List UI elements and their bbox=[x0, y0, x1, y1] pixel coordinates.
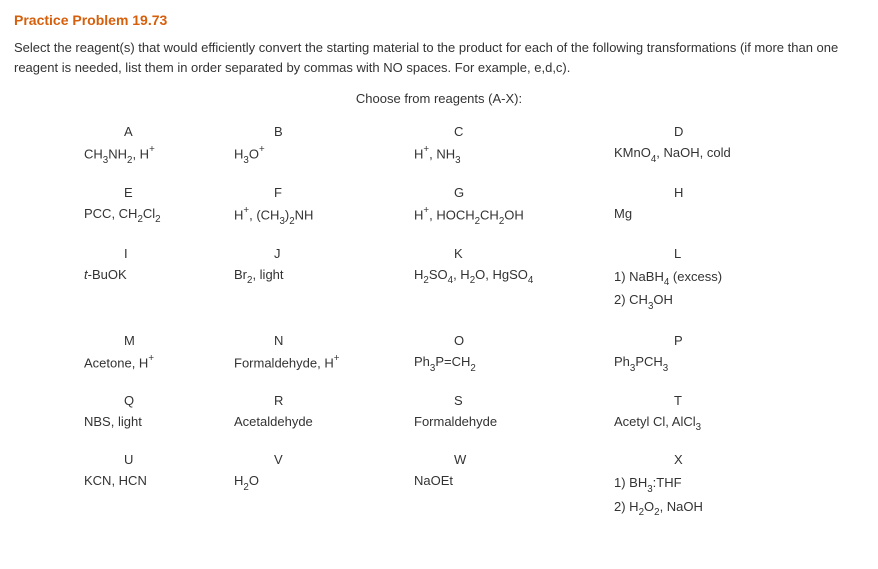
label-row: ABCD bbox=[84, 124, 834, 139]
instructions-text: Select the reagent(s) that would efficie… bbox=[14, 38, 864, 77]
reagent-value: Ph3PCH3 bbox=[614, 354, 814, 373]
reagent-value: PCC, CH2Cl2 bbox=[84, 206, 234, 226]
reagent-value: Ph3P=CH2 bbox=[414, 354, 614, 373]
reagent-value: H+, NH3 bbox=[414, 145, 614, 165]
value-row: NBS, lightAcetaldehydeFormaldehydeAcetyl… bbox=[84, 414, 834, 433]
reagent-value: H+, (CH3)2NH bbox=[234, 206, 414, 226]
reagent-label: V bbox=[234, 452, 414, 467]
reagent-label: D bbox=[614, 124, 814, 139]
reagent-value: Formaldehyde, H+ bbox=[234, 354, 414, 373]
reagent-table: ABCD CH3NH2, H+H3O+H+, NH3KMnO4, NaOH, co… bbox=[84, 124, 834, 520]
reagent-label: O bbox=[414, 333, 614, 348]
label-row: IJKL bbox=[84, 246, 834, 261]
reagent-value: H2SO4, H2O, HgSO4 bbox=[414, 267, 614, 313]
reagent-label: I bbox=[84, 246, 234, 261]
label-row: UVWX bbox=[84, 452, 834, 467]
reagent-label: T bbox=[614, 393, 814, 408]
reagent-label: F bbox=[234, 185, 414, 200]
reagent-label: B bbox=[234, 124, 414, 139]
reagent-label: X bbox=[614, 452, 814, 467]
reagent-label: R bbox=[234, 393, 414, 408]
reagent-label: L bbox=[614, 246, 814, 261]
reagent-value: KCN, HCN bbox=[84, 473, 234, 519]
reagent-value: H2O bbox=[234, 473, 414, 519]
reagent-label: C bbox=[414, 124, 614, 139]
reagent-value: H+, HOCH2CH2OH bbox=[414, 206, 614, 226]
reagent-label: Q bbox=[84, 393, 234, 408]
reagent-label: S bbox=[414, 393, 614, 408]
label-row: QRST bbox=[84, 393, 834, 408]
reagent-value: Br2, light bbox=[234, 267, 414, 313]
reagent-label: J bbox=[234, 246, 414, 261]
reagent-label: G bbox=[414, 185, 614, 200]
reagent-value: CH3NH2, H+ bbox=[84, 145, 234, 165]
reagent-label: P bbox=[614, 333, 814, 348]
label-row: MNOP bbox=[84, 333, 834, 348]
reagent-value: Formaldehyde bbox=[414, 414, 614, 433]
reagent-label: W bbox=[414, 452, 614, 467]
reagent-value: KMnO4, NaOH, cold bbox=[614, 145, 814, 165]
reagent-label: U bbox=[84, 452, 234, 467]
reagent-value: Acetyl Cl, AlCl3 bbox=[614, 414, 814, 433]
reagent-label: H bbox=[614, 185, 814, 200]
reagent-value: NBS, light bbox=[84, 414, 234, 433]
reagent-value: 1) BH3:THF2) H2O2, NaOH bbox=[614, 473, 814, 519]
choose-from-label: Choose from reagents (A-X): bbox=[14, 91, 864, 106]
reagent-label: E bbox=[84, 185, 234, 200]
reagent-value: t-BuOK bbox=[84, 267, 234, 313]
value-row: CH3NH2, H+H3O+H+, NH3KMnO4, NaOH, cold bbox=[84, 145, 834, 165]
reagent-value: Mg bbox=[614, 206, 814, 226]
reagent-value: H3O+ bbox=[234, 145, 414, 165]
reagent-value: 1) NaBH4 (excess)2) CH3OH bbox=[614, 267, 814, 313]
reagent-label: A bbox=[84, 124, 234, 139]
reagent-value: Acetaldehyde bbox=[234, 414, 414, 433]
reagent-value: NaOEt bbox=[414, 473, 614, 519]
reagent-value: Acetone, H+ bbox=[84, 354, 234, 373]
value-row: KCN, HCNH2ONaOEt1) BH3:THF2) H2O2, NaOH bbox=[84, 473, 834, 519]
reagent-label: N bbox=[234, 333, 414, 348]
value-row: PCC, CH2Cl2H+, (CH3)2NHH+, HOCH2CH2OHMg bbox=[84, 206, 834, 226]
value-row: Acetone, H+Formaldehyde, H+Ph3P=CH2Ph3PC… bbox=[84, 354, 834, 373]
value-row: t-BuOKBr2, lightH2SO4, H2O, HgSO41) NaBH… bbox=[84, 267, 834, 313]
reagent-label: M bbox=[84, 333, 234, 348]
reagent-label: K bbox=[414, 246, 614, 261]
label-row: EFGH bbox=[84, 185, 834, 200]
problem-title: Practice Problem 19.73 bbox=[14, 12, 864, 28]
